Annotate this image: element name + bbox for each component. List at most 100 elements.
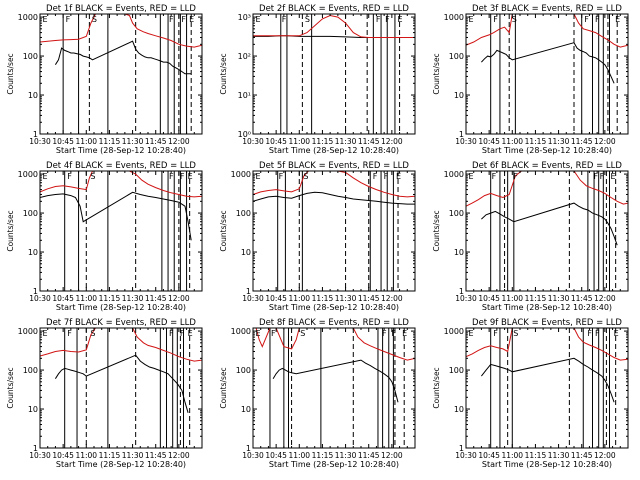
flag-label: F [376,15,381,24]
x-tick-label: 11:15 [525,294,547,303]
plot-area [40,328,202,448]
flag-label: E [610,172,615,181]
y-tick-label: 10 [28,405,38,414]
y-tick-label: 100 [449,209,464,218]
x-tick-label: 10:30 [242,137,264,146]
x-tick-label: 10:45 [265,137,287,146]
y-tick-label: 1000 [18,170,38,179]
lld-series-line [466,171,628,207]
flag-label: F [385,15,390,24]
flag-label: E [188,172,193,181]
lld-series-line [40,14,202,48]
plot-area [466,171,628,291]
y-tick-label: 10 [241,405,251,414]
x-tick-label: 11:30 [548,294,570,303]
x-tick-label: 11:30 [335,294,357,303]
y-tick-label: 1000 [18,13,38,22]
flag-label: F [181,15,186,24]
x-axis-label: Start Time (28-Sep-12 10:28:40) [482,303,612,312]
x-tick-label: 12:00 [594,294,616,303]
flag-label: F [595,329,600,338]
x-tick-label: 11:15 [525,451,547,460]
flag-label: E [43,172,48,181]
x-tick-label: 10:45 [265,294,287,303]
flag-label: S [305,15,310,24]
flag-label: E [469,172,474,181]
y-tick-label: 10 [454,248,464,257]
x-tick-label: 10:45 [52,451,74,460]
y-tick-label: 1000 [444,170,464,179]
flag-label: F [67,172,72,181]
x-tick-label: 11:15 [525,137,547,146]
flag-label: S [303,172,308,181]
y-axis-label: Counts/sec [6,53,15,94]
flag-label: S [512,15,517,24]
x-tick-label: 11:00 [288,294,310,303]
x-tick-label: 11:45 [358,451,380,460]
y-tick-label: 1000 [18,327,38,336]
x-tick-label: 12:00 [381,294,403,303]
x-tick-label: 12:00 [168,451,190,460]
x-tick-label: 11:45 [571,137,593,146]
panel-title: Det 2f BLACK = Events, RED = LLD [259,4,409,14]
plot-area [253,328,415,448]
events-series-line [481,42,615,84]
y-tick-label: 1000 [231,327,251,336]
flag-label: F [513,172,518,181]
plot-frame [252,170,416,292]
y-axis-label: Counts/sec [432,367,441,408]
y-tick-label: 1 [33,444,38,453]
flag-label: F [600,172,605,181]
y-tick-label: 10 [28,91,38,100]
x-tick-label: 11:15 [312,294,334,303]
x-tick-label: 11:45 [145,451,167,460]
flag-label: E [469,329,474,338]
x-tick-label: 12:00 [381,137,403,146]
flag-label: S [300,329,305,338]
plot-frame [252,13,416,135]
flag-label: F [279,172,284,181]
x-tick-label: 11:30 [548,137,570,146]
lld-series-line [253,328,415,361]
flag-label: F [382,329,387,338]
flag-label: F [384,172,389,181]
plot-area [253,171,415,291]
x-axis-label: Start Time (28-Sep-12 10:28:40) [56,303,186,312]
x-tick-label: 10:45 [52,294,74,303]
events-series-line [272,359,399,403]
x-tick-label: 11:45 [358,294,380,303]
flag-label: E [189,15,194,24]
flag-label: E [397,15,402,24]
x-tick-label: 11:45 [571,294,593,303]
y-tick-label: 1 [246,287,251,296]
y-tick-label: 1 [459,130,464,139]
flag-label: F [391,329,396,338]
x-tick-label: 11:30 [335,451,357,460]
x-axis-label: Start Time (28-Sep-12 10:28:40) [269,146,399,155]
flag-label: E [256,15,261,24]
flag-label: S [513,329,518,338]
y-tick-label: 10 [28,248,38,257]
x-tick-label: 11:00 [501,451,523,460]
plot-area [466,14,628,134]
plot-frame [39,170,203,292]
y-tick-label: 1 [33,130,38,139]
x-axis-label: Start Time (28-Sep-12 10:28:40) [56,460,186,469]
lld-series-line [466,328,628,361]
flag-label: F [373,172,378,181]
y-tick-label: 1 [33,287,38,296]
plot-frame [465,170,629,292]
flag-label: F [282,15,287,24]
flag-label: F [584,15,589,24]
flag-label: F [493,329,498,338]
x-axis-label: Start Time (28-Sep-12 10:28:40) [482,146,612,155]
flag-label: S [90,172,95,181]
y-axis-label: Counts/sec [432,210,441,251]
events-series-line [481,357,615,403]
lld-series-line [40,171,202,198]
x-tick-label: 11:45 [145,294,167,303]
